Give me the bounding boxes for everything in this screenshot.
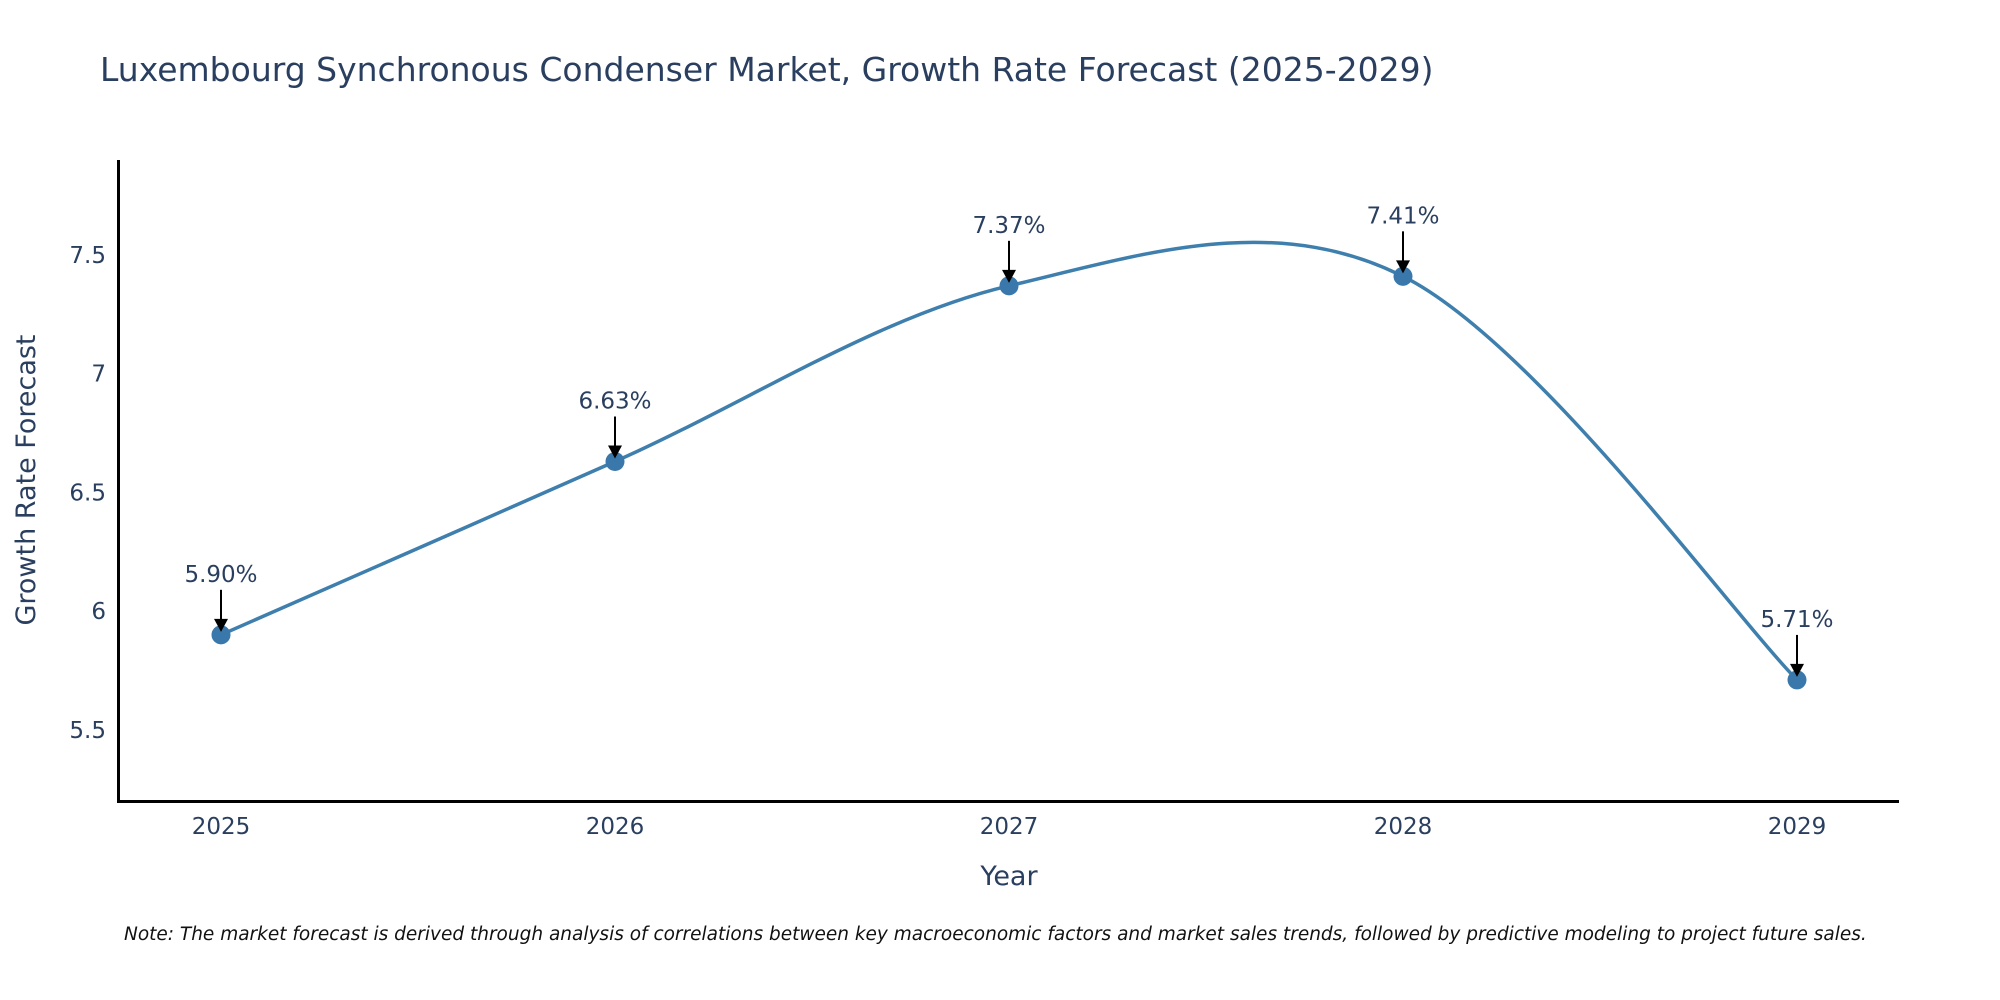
y-tick-label: 6.5	[69, 480, 106, 506]
x-axis-title: Year	[979, 861, 1038, 892]
x-tick-label: 2025	[192, 814, 251, 840]
data-annotation: 7.37%	[972, 213, 1046, 283]
footnote: Note: The market forecast is derived thr…	[124, 924, 1867, 945]
data-labels: 5.90% 6.63% 7.37% 7.41% 5.71%	[184, 203, 1834, 677]
x-tick-label: 2027	[980, 814, 1039, 840]
y-tick-label: 5.5	[69, 718, 106, 744]
data-point	[999, 276, 1019, 296]
x-tick-label: 2029	[1768, 814, 1827, 840]
y-axis-ticks: 5.5 6 6.5 7 7.5	[69, 243, 106, 744]
data-annotation: 5.71%	[1760, 607, 1834, 677]
data-point	[211, 625, 231, 645]
annotation-arrow-head	[1396, 260, 1410, 274]
annotation-arrow-head	[1790, 663, 1804, 677]
data-label: 5.71%	[1760, 607, 1833, 633]
y-axis-title: Growth Rate Forecast	[11, 334, 42, 625]
data-label: 6.63%	[578, 389, 651, 415]
annotation-arrow-head	[1002, 269, 1016, 283]
data-point	[1393, 266, 1413, 286]
data-point	[1787, 670, 1807, 690]
data-annotation: 7.41%	[1366, 203, 1440, 274]
growth-rate-line	[220, 240, 1799, 682]
data-point	[605, 452, 625, 472]
data-label: 7.41%	[1366, 203, 1439, 229]
data-markers	[211, 266, 1807, 690]
y-tick-label: 7	[91, 362, 106, 388]
x-axis-ticks: 2025 2026 2027 2028 2029	[192, 814, 1827, 840]
x-tick-label: 2028	[1374, 814, 1433, 840]
annotation-arrow-head	[214, 618, 228, 632]
annotation-arrow-head	[608, 445, 622, 459]
data-label: 5.90%	[184, 562, 257, 588]
x-tick-label: 2026	[586, 814, 645, 840]
data-label: 7.37%	[972, 213, 1045, 239]
data-annotation: 6.63%	[578, 389, 652, 459]
data-annotation: 5.90%	[184, 562, 258, 632]
y-tick-label: 6	[91, 599, 106, 625]
chart-title: Luxembourg Synchronous Condenser Market,…	[100, 50, 1433, 89]
y-tick-label: 7.5	[69, 243, 106, 269]
